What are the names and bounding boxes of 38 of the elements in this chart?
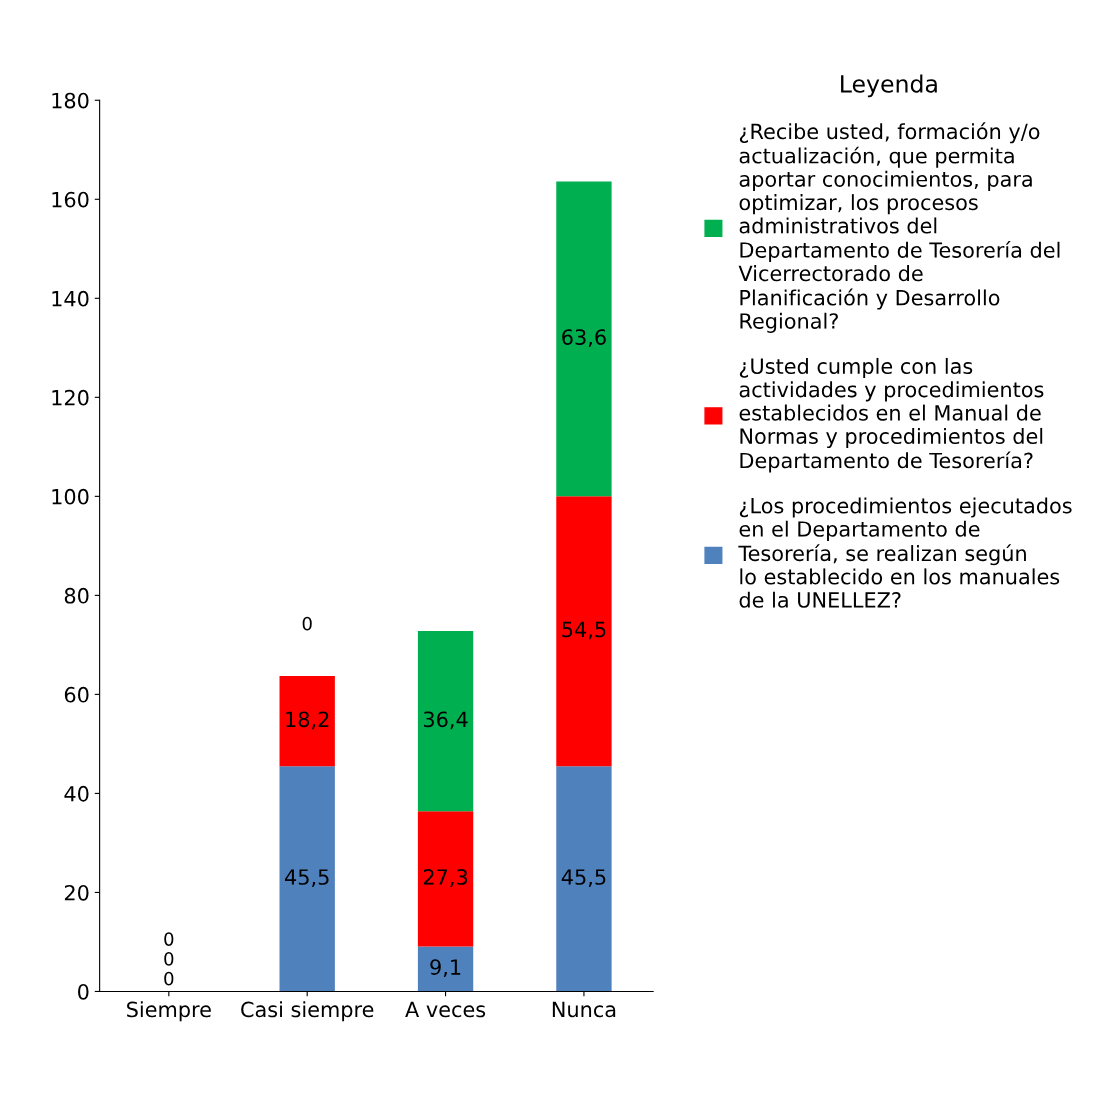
bar (417, 811, 474, 947)
y-tick-label: 40 (64, 785, 89, 802)
bar (556, 496, 612, 767)
data-label: 45,5 (561, 869, 606, 887)
legend-label: ¿Los procedimientos ejecutados en el Departamento de Tesorería, se realizan según lo establecido en los manuales de la UNELLEZ? (738, 497, 1072, 608)
data-label: 0 (164, 932, 174, 946)
bar (556, 766, 612, 992)
y-tick-label: 100 (52, 488, 89, 505)
y-tick-label: 0 (78, 983, 89, 1000)
y-tick-label: 160 (52, 191, 89, 208)
x-tick-label: Siempre (127, 1001, 211, 1022)
x-tick-label: Casi siempre (241, 1001, 374, 1022)
bar (556, 181, 612, 497)
data-label: 36,4 (423, 711, 468, 730)
x-tick-label: A veces (405, 1001, 486, 1018)
data-label: 18,2 (286, 711, 329, 730)
y-tick-label: 60 (64, 686, 89, 703)
data-label: 9,1 (430, 959, 461, 978)
y-tick-label: 140 (52, 290, 89, 307)
data-label: 27,3 (423, 869, 468, 887)
bar (417, 946, 474, 992)
data-label: 0 (164, 952, 174, 966)
text: ¿Recibe usted, formación y/o actualización, que permita aportar conocimientos, para optimizar, los procesos administrativos del Departamento de Tesorería del Vicerrectorado de Planificación y Desarrollo Regional? (738, 122, 1060, 333)
data-label: 0 (164, 971, 174, 986)
y-tick-label: 180 (52, 92, 89, 109)
y-tick-label: 120 (52, 389, 89, 406)
legend-label: ¿Usted cumple con las actividades y procedimientos establecidos en el Manual de Normas y procedimientos del Departamento de Tesorería? (739, 357, 1044, 473)
bar (279, 766, 335, 992)
y-tick-label: 20 (64, 884, 89, 901)
bar (279, 676, 335, 767)
bar (417, 631, 474, 812)
data-label: 54,5 (562, 621, 606, 640)
x-tick-label: Nunca (552, 1001, 616, 1018)
data-label: 45,5 (285, 869, 329, 887)
legend-title: Leyenda (841, 74, 937, 98)
data-label: 0 (302, 616, 312, 631)
y-tick-label: 80 (64, 587, 89, 604)
data-label: 63,6 (562, 329, 606, 348)
